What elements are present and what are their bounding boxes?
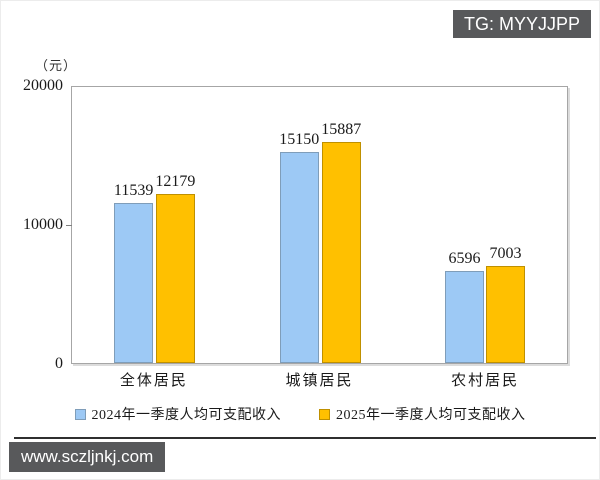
bar-value-label: 15887 bbox=[321, 121, 362, 138]
category-labels: 全体居民 城镇居民 农村居民 bbox=[71, 369, 568, 390]
bar-value-label: 15150 bbox=[279, 131, 320, 148]
bar-value-label: 6596 bbox=[448, 250, 481, 267]
bar-group: 6596 7003 bbox=[445, 245, 526, 363]
bar-column: 12179 bbox=[155, 173, 195, 363]
bar-column: 11539 bbox=[114, 182, 153, 363]
category-label: 全体居民 bbox=[119, 373, 188, 389]
watermark-label: www.sczljnkj.com bbox=[21, 447, 154, 466]
bar-value-label: 12179 bbox=[155, 173, 196, 190]
y-axis-unit-label: （元） bbox=[35, 58, 78, 73]
bar-group: 11539 12179 bbox=[114, 173, 195, 363]
category-label: 城镇居民 bbox=[285, 373, 354, 389]
divider-line bbox=[14, 437, 596, 439]
legend-item: 2024年一季度人均可支配收入 bbox=[74, 404, 282, 424]
legend-item: 2025年一季度人均可支配收入 bbox=[319, 404, 526, 424]
plot-groups: 11539 12179 15150 15887 6596 7003 bbox=[72, 87, 567, 363]
bar bbox=[486, 266, 526, 363]
legend-swatch bbox=[319, 408, 330, 420]
legend: 2024年一季度人均可支配收入 2025年一季度人均可支配收入 bbox=[1, 404, 599, 424]
bar bbox=[445, 271, 485, 363]
plot-area: 11539 12179 15150 15887 6596 7003 bbox=[66, 86, 568, 364]
bar-column: 6596 bbox=[445, 250, 485, 363]
bar-group: 15150 15887 bbox=[279, 121, 361, 363]
bar bbox=[279, 152, 319, 363]
bar-column: 15150 bbox=[279, 131, 319, 363]
tg-badge: TG: MYYJJPP bbox=[452, 10, 591, 38]
bar-value-label: 7003 bbox=[489, 245, 522, 262]
tg-badge-label: TG: MYYJJPP bbox=[463, 14, 580, 34]
bar-column: 15887 bbox=[321, 121, 361, 363]
y-axis-tick-mark bbox=[66, 225, 72, 226]
bar-column: 7003 bbox=[486, 245, 526, 363]
y-tick-label: 10000 bbox=[23, 216, 63, 233]
bar bbox=[114, 203, 154, 363]
bar-value-label: 11539 bbox=[113, 182, 154, 199]
bar bbox=[321, 142, 361, 363]
bar bbox=[155, 194, 195, 363]
y-axis: 0 10000 20000 bbox=[1, 77, 63, 372]
watermark-badge: www.sczljnkj.com bbox=[9, 442, 166, 472]
y-tick-label: 0 bbox=[55, 355, 63, 372]
legend-label: 2025年一季度人均可支配收入 bbox=[336, 408, 526, 423]
category-label: 农村居民 bbox=[451, 373, 520, 389]
legend-swatch bbox=[74, 408, 86, 420]
legend-label: 2024年一季度人均可支配收入 bbox=[91, 408, 281, 423]
y-tick-label: 20000 bbox=[23, 77, 63, 94]
